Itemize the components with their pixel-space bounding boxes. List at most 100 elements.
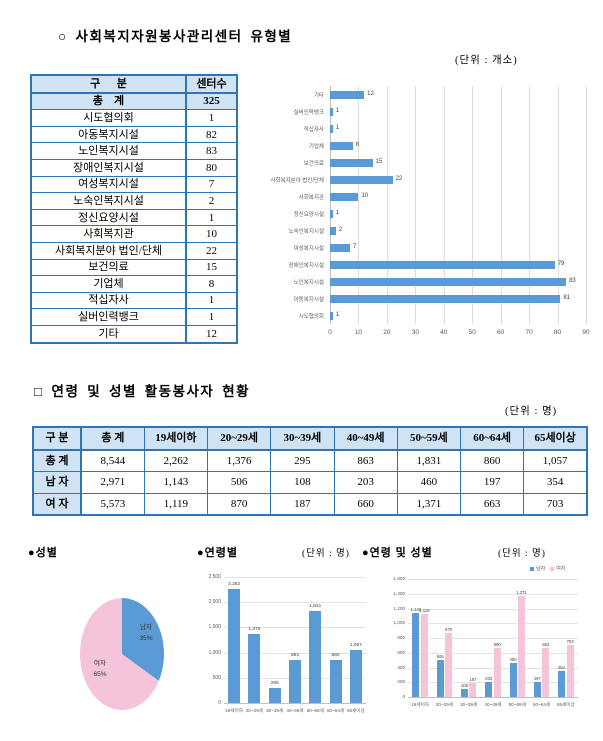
hbar-value-label: 81 xyxy=(563,295,571,301)
gbar-gridline xyxy=(408,682,578,684)
vbar-bar xyxy=(289,659,301,703)
gbar-value-label: 1,119 xyxy=(419,608,430,614)
hbar-bar xyxy=(330,158,373,167)
age-gender-chart-caption: ●연령 및 성별 xyxy=(362,547,433,559)
pie-slices xyxy=(80,598,164,710)
vbar-xtick-label: 60~64세 xyxy=(326,708,345,713)
hbar-gridline xyxy=(500,86,502,324)
vbar-ytick-label: 2,500 xyxy=(208,574,221,580)
vbar-bar xyxy=(268,688,281,703)
hbar-gridline xyxy=(358,86,360,324)
hbar-bar xyxy=(330,260,555,269)
volunteer-table-cell: 40~49세 xyxy=(333,426,398,451)
vbar-gridline xyxy=(224,602,366,604)
hbar-value-label: 22 xyxy=(395,176,403,182)
hbar-value-label: 10 xyxy=(361,193,369,199)
volunteer-table-cell: 구 분 xyxy=(32,426,82,451)
volunteer-table-cell: 20~29세 xyxy=(206,426,272,451)
pie-label-name: 남자 xyxy=(140,624,152,631)
gbar-gridline xyxy=(408,593,578,595)
vbar-value-label: 863 xyxy=(290,652,299,658)
hbar-gridline xyxy=(443,86,445,324)
section1-title: ○ 사회복지자원봉사관리센터 유형별 xyxy=(58,29,293,44)
gbar-xtick-label: 40~49세 xyxy=(484,702,502,707)
volunteer-table-cell: 1,057 xyxy=(523,449,588,472)
hbar-value-label: 1 xyxy=(335,210,340,216)
gbar-value-label: 703 xyxy=(566,639,574,645)
volunteer-table-cell: 703 xyxy=(523,492,588,516)
hbar-value-label: 1 xyxy=(335,312,340,318)
center-type-table-cell: 총 계 xyxy=(30,92,187,111)
pie-slice-label: 여자 65% xyxy=(84,658,116,680)
hbar-category-label: 여성복지시설 xyxy=(293,246,324,252)
hbar-value-label: 7 xyxy=(352,244,357,250)
volunteer-table-cell: 19세이하 xyxy=(143,426,209,451)
vbar-ytick-label: 0 xyxy=(218,700,221,706)
hbar-gridline xyxy=(472,86,474,324)
hbar-gridline xyxy=(330,86,331,324)
gbar-value-label: 660 xyxy=(493,642,501,648)
center-type-table-cell: 보건의료 xyxy=(30,258,187,277)
center-type-table-cell: 22 xyxy=(185,241,238,260)
vbar-value-label: 1,057 xyxy=(349,642,362,648)
volunteer-table-cell: 1,371 xyxy=(396,492,462,516)
gbar-ytick-label: 1,400 xyxy=(393,590,406,596)
vbar-xtick-label: 40~49세 xyxy=(286,708,304,713)
gbar-bar-female xyxy=(566,645,574,697)
center-type-table-cell: 기업체 xyxy=(30,275,187,293)
vbar-value-label: 2,262 xyxy=(228,581,241,587)
gbar-ytick-label: 800 xyxy=(397,635,405,640)
center-type-table-cell: 사회복지관 xyxy=(30,225,187,243)
gbar-bar-male xyxy=(436,659,444,697)
volunteer-table-cell: 65세이상 xyxy=(523,426,588,451)
volunteer-table-cell: 50~59세 xyxy=(396,426,462,451)
hbar-xtick-label: 30 xyxy=(411,329,419,336)
vbar-bar xyxy=(309,610,322,703)
hbar-bar xyxy=(330,124,333,133)
hbar-value-label: 2 xyxy=(338,227,343,233)
gbar-bar-female xyxy=(518,595,526,697)
vbar-gridline xyxy=(224,627,366,629)
center-type-table-cell: 1 xyxy=(185,208,238,227)
hbar-bar xyxy=(330,311,333,320)
volunteer-table-cell: 여 자 xyxy=(32,492,82,516)
hbar-category-label: 기업체 xyxy=(308,144,324,150)
gbar-value-label: 354 xyxy=(558,664,566,670)
center-type-table-cell: 1 xyxy=(185,109,238,127)
age-gender-grouped-bar-chart: 0 200 400 600 800 1,000 1,200 1,400 1,600 1,143 1,… xyxy=(378,563,600,735)
volunteer-table-cell: 5,573 xyxy=(80,492,145,516)
center-type-table-cell: 여성복지시설 xyxy=(30,175,187,194)
gbar-xtick-label: 60~64세 xyxy=(532,702,551,707)
volunteer-table-cell: 30~39세 xyxy=(270,426,335,451)
hbar-category-label: 정신요양시설 xyxy=(293,212,324,218)
age-gender-chart-unit-label: (단위 : 명) xyxy=(498,549,546,559)
vbar-xtick-label: 30~39세 xyxy=(266,708,284,713)
vbar-xtick-label: 50~59세 xyxy=(306,708,324,713)
center-type-table-cell: 7 xyxy=(185,175,238,194)
hbar-bar xyxy=(330,243,350,252)
hbar-bar xyxy=(330,277,567,286)
hbar-gridline xyxy=(529,86,531,324)
hbar-xtick-label: 10 xyxy=(354,329,363,336)
hbar-category-label: 보건의료 xyxy=(303,161,324,167)
hbar-value-label: 15 xyxy=(375,159,383,165)
gbar-value-label: 460 xyxy=(509,657,517,663)
volunteer-table-cell: 660 xyxy=(333,492,398,516)
center-type-table-cell: 노숙인복지시설 xyxy=(30,192,187,210)
gbar-xtick-label: 65세이상 xyxy=(556,702,575,707)
volunteer-table-cell: 460 xyxy=(396,471,462,494)
gbar-gridline xyxy=(408,667,578,669)
hbar-bar xyxy=(330,175,393,184)
center-type-table-cell: 83 xyxy=(185,142,238,160)
volunteer-table-cell: 1,831 xyxy=(396,449,462,472)
gbar-bar-female xyxy=(469,683,477,697)
hbar-category-label: 적십자사 xyxy=(303,127,324,133)
gbar-value-label: 197 xyxy=(533,676,541,682)
center-type-table-cell: 시도협의회 xyxy=(30,109,187,127)
hbar-category-label: 노숙인복지시설 xyxy=(288,229,324,235)
center-type-table-cell: 아동복지시설 xyxy=(30,125,187,144)
center-type-table-cell: 구 분 xyxy=(30,74,187,94)
vbar-gridline xyxy=(224,703,366,704)
gbar-xtick-label: 30~39세 xyxy=(460,702,478,707)
volunteer-table-cell: 8,544 xyxy=(80,449,145,472)
